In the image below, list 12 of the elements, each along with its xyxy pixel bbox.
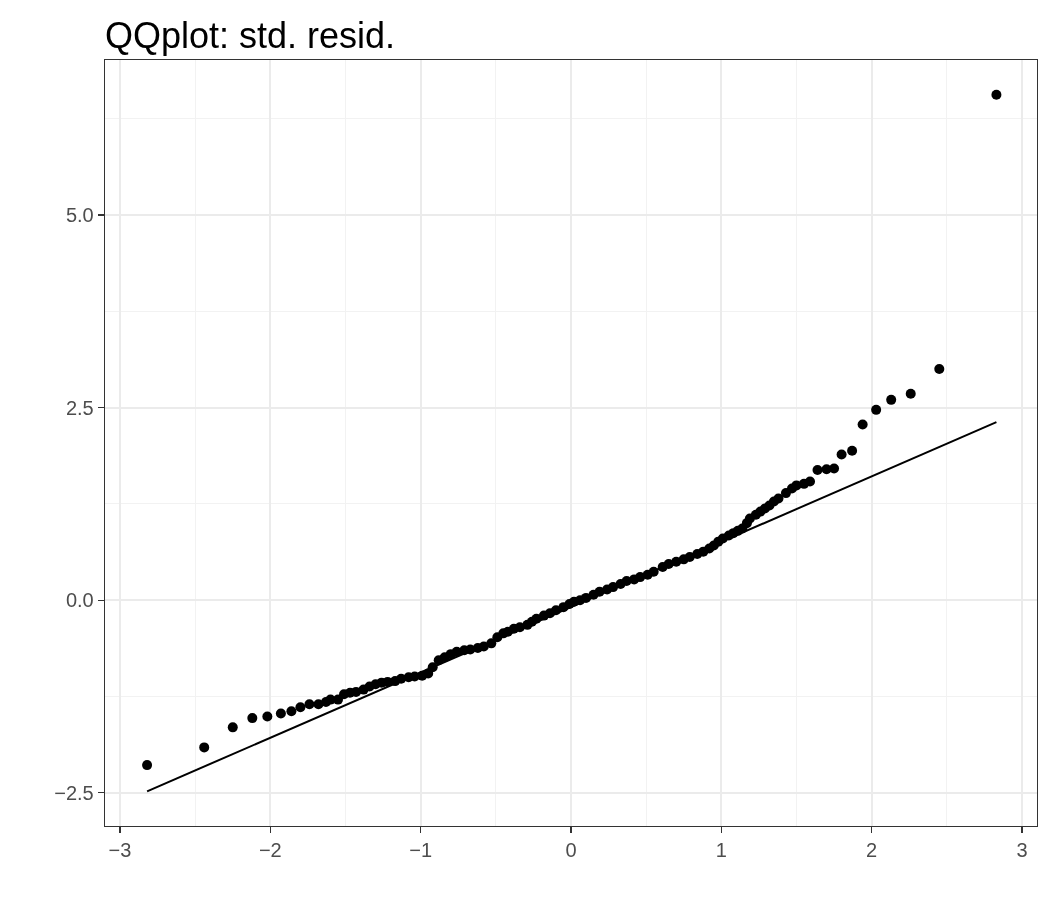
chart-title: QQplot: std. resid.	[105, 15, 396, 56]
x-tick-label: 3	[1016, 839, 1028, 862]
y-tick-label: 2.5	[65, 396, 94, 419]
y-tick-label: −2.5	[54, 781, 94, 804]
x-tick-label: −3	[108, 839, 132, 862]
y-tick-label: 5.0	[65, 203, 94, 226]
x-tick-label: 1	[715, 839, 727, 862]
x-tick-label: −1	[409, 839, 433, 862]
x-tick-label: −2	[258, 839, 282, 862]
y-tick-label: 0.0	[65, 589, 94, 612]
x-tick-label: 2	[866, 839, 878, 862]
x-tick-label: 0	[565, 839, 577, 862]
